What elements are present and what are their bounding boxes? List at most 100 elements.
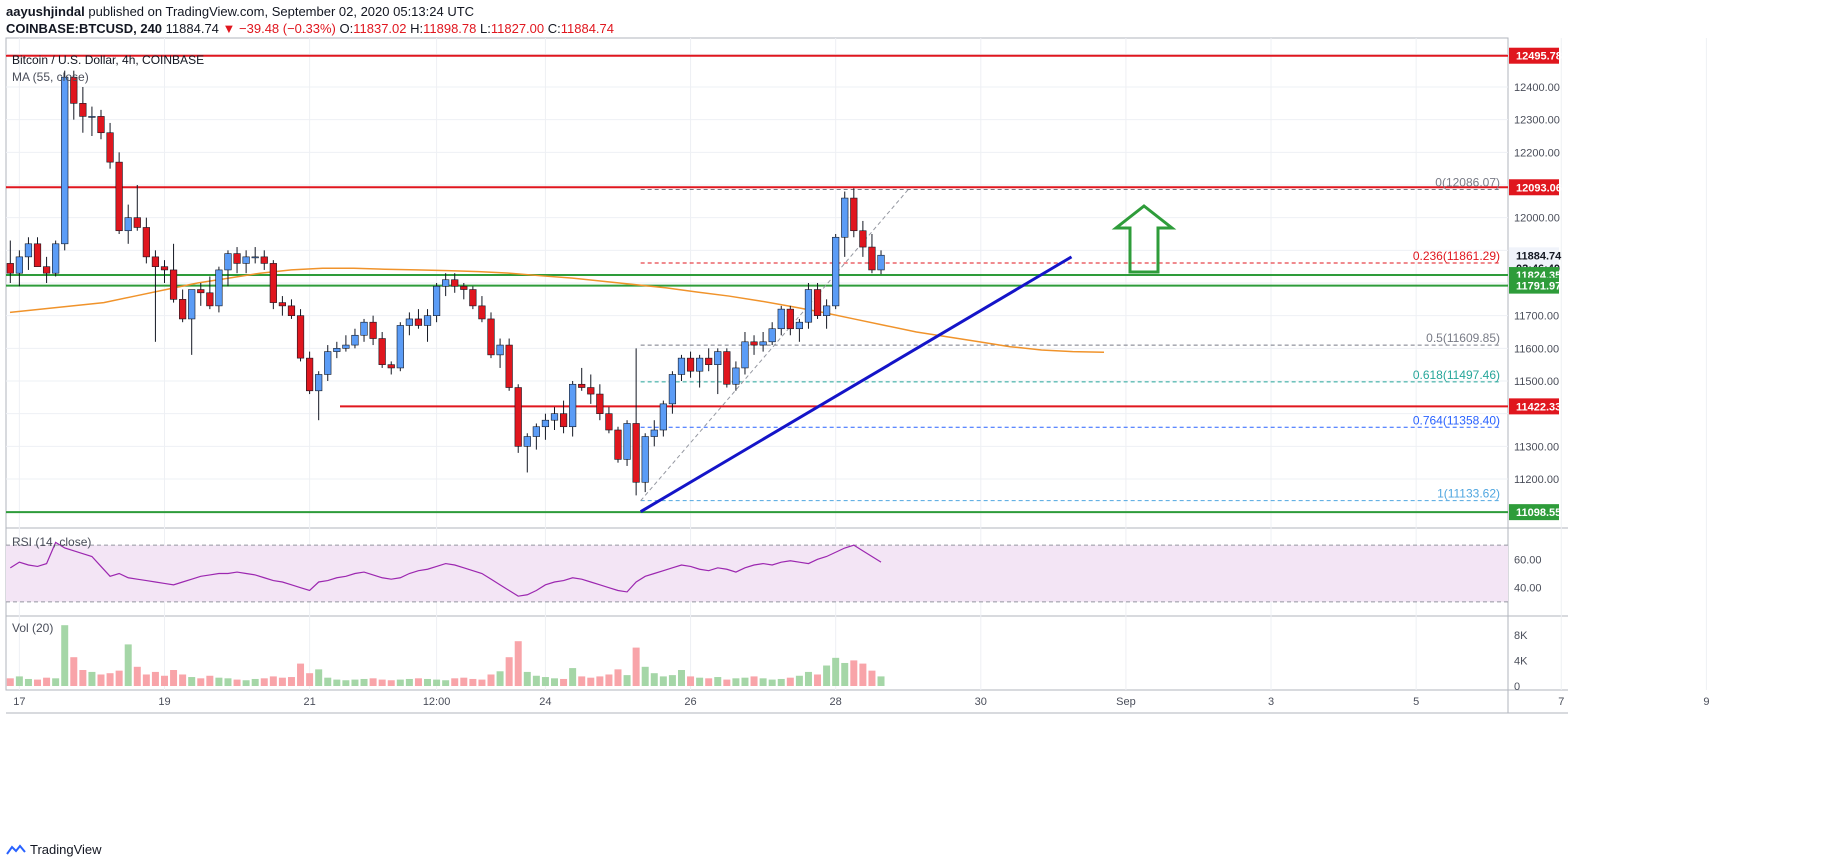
volume-bar [596,676,604,686]
volume-bar [251,678,259,686]
candle [233,253,241,264]
volume-bar [705,678,713,686]
candle [732,367,740,385]
volume-bar [369,678,377,686]
price-tag [1509,398,1559,415]
volume-bar [197,678,205,686]
volume-tick-label: 8K [1514,630,1528,642]
candle [496,344,504,356]
ohlc-info: COINBASE:BTCUSD, 240 11884.74 ▼ −39.48 (… [6,21,614,36]
candle [360,321,368,336]
candle [6,263,14,274]
candle [614,429,622,460]
candle [850,197,858,232]
up-arrow-icon [1111,204,1177,274]
candle [197,289,205,294]
volume-bar [242,680,250,686]
candle [632,423,640,483]
candle [786,308,794,330]
author-name[interactable]: aayushjindal [6,4,85,19]
time-tick-label: 21 [303,696,315,708]
open-label: O: [339,21,354,36]
price-tag-label: 12093.06 [1516,182,1562,194]
volume-bar [52,678,60,686]
volume-bar [179,674,187,686]
brand-footer[interactable]: TradingView [6,842,102,857]
time-tick-label: 5 [1413,696,1419,708]
price-tag-label: 11884.74 [1516,250,1562,262]
candle [142,227,150,258]
volume-bar [478,679,486,686]
volume-bar [378,679,386,686]
time-tick-label: Sep [1116,696,1136,708]
candle [868,246,876,271]
volume-bar [451,678,459,686]
candle [33,243,42,267]
candle [324,351,332,375]
candle [505,344,513,388]
volume-bar [387,680,395,686]
price-tag [1509,504,1559,521]
volume-bar [233,679,241,686]
volume-bar [287,677,295,686]
volume-tick-label: 4K [1514,655,1528,667]
candle [333,348,341,352]
time-tick-label: 12:00 [423,696,451,708]
volume-bar [578,676,586,686]
price-tick-label: 12300.00 [1514,115,1560,127]
candle [813,289,822,316]
price-tag [1509,277,1559,294]
candle [714,351,722,365]
low-value: 11827.00 [490,21,545,36]
volume-bar [741,677,749,686]
candle [224,253,232,271]
time-tick-label: 26 [684,696,696,708]
volume-bar [650,673,658,686]
volume-bar [170,670,178,686]
fib-level-label: 0.5(11609.85) [1426,331,1500,345]
candle [759,341,767,346]
volume-bar [841,662,849,686]
volume-bar [859,663,867,686]
candle [487,318,495,356]
candle [315,374,323,392]
candle [668,374,677,405]
price-tag [1509,247,1559,264]
rsi-line [9,541,882,597]
volume-bar [206,675,214,686]
volume-bar [532,675,540,686]
candle [550,413,559,421]
candle [61,76,69,245]
time-tick-label: 17 [13,696,25,708]
candle [587,387,595,395]
volume-bar [541,677,549,686]
volume-bar [759,678,767,686]
candle [696,357,704,372]
rsi-band [6,545,1508,602]
publish-text: published on TradingView.com, September … [88,4,475,19]
price-tick-label: 11200.00 [1514,474,1559,486]
candle [52,243,60,274]
volume-bar [460,677,468,686]
volume-bar [514,641,522,686]
candle [306,357,314,392]
candle [741,341,749,369]
price-tick-label: 12400.00 [1514,82,1560,94]
volume-bar [278,677,286,686]
candle [97,116,105,134]
volume-bar [61,625,69,686]
candle [42,266,51,274]
candle [251,256,259,259]
volume-bar [804,671,812,686]
volume-bar [850,660,858,686]
volume-bar [659,676,667,686]
volume-bar [351,679,359,686]
volume-bar [641,666,649,686]
candle [70,76,78,104]
volume-bar [97,674,105,686]
volume-bar [487,674,495,686]
volume-bar [687,676,695,686]
volume-bar [88,671,96,686]
candle [859,230,867,248]
